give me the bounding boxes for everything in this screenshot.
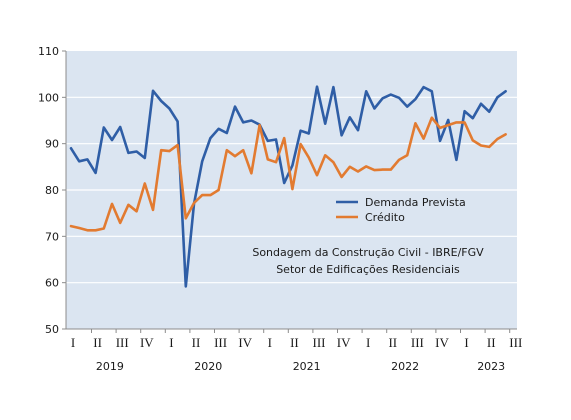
- series-line-demanda-prevista: [69, 85, 507, 288]
- x-tick-label: II: [290, 335, 299, 350]
- series-line-credito: [69, 116, 507, 232]
- x-tick-label: III: [116, 335, 129, 350]
- y-tick-label: 80: [45, 184, 59, 197]
- y-tick-label: 90: [45, 138, 59, 151]
- x-tick-label: I: [366, 335, 370, 350]
- x-tick-label: I: [464, 335, 468, 350]
- x-tick-label: II: [93, 335, 102, 350]
- y-tick-label: 70: [45, 230, 59, 243]
- annotation-line-1: Sondagem da Construção Civil - IBRE/FGV: [252, 246, 484, 259]
- x-tick-label: IV: [337, 335, 351, 350]
- x-tick-label: III: [214, 335, 227, 350]
- year-label: 2022: [391, 360, 419, 373]
- year-label: 2021: [293, 360, 321, 373]
- x-tick-label: I: [268, 335, 272, 350]
- x-tick-label: II: [192, 335, 201, 350]
- series: [69, 85, 507, 288]
- annotation: Sondagem da Construção Civil - IBRE/FGV …: [252, 246, 484, 276]
- x-tick-label: IV: [140, 335, 154, 350]
- legend-label-demanda-prevista: Demanda Prevista: [365, 196, 466, 209]
- y-tick-label: 50: [45, 323, 59, 336]
- x-tick-label: II: [487, 335, 496, 350]
- y-tick-label: 60: [45, 277, 59, 290]
- y-tick-label: 100: [38, 91, 59, 104]
- legend-label-credito: Crédito: [365, 211, 405, 224]
- x-tick-label: I: [169, 335, 173, 350]
- x-tick-label: II: [388, 335, 397, 350]
- x-tick-label: III: [313, 335, 326, 350]
- year-label: 2019: [96, 360, 124, 373]
- y-tick-label: 110: [38, 45, 59, 58]
- x-tick-label: IV: [238, 335, 252, 350]
- x-tick-label: IV: [435, 335, 449, 350]
- x-tick-label: I: [71, 335, 75, 350]
- x-tick-label: III: [509, 335, 522, 350]
- year-label: 2023: [477, 360, 505, 373]
- x-tick-label: III: [411, 335, 424, 350]
- legend: Demanda Prevista Crédito: [336, 196, 466, 224]
- year-label: 2020: [194, 360, 222, 373]
- annotation-line-2: Setor de Edificações Residenciais: [276, 263, 460, 276]
